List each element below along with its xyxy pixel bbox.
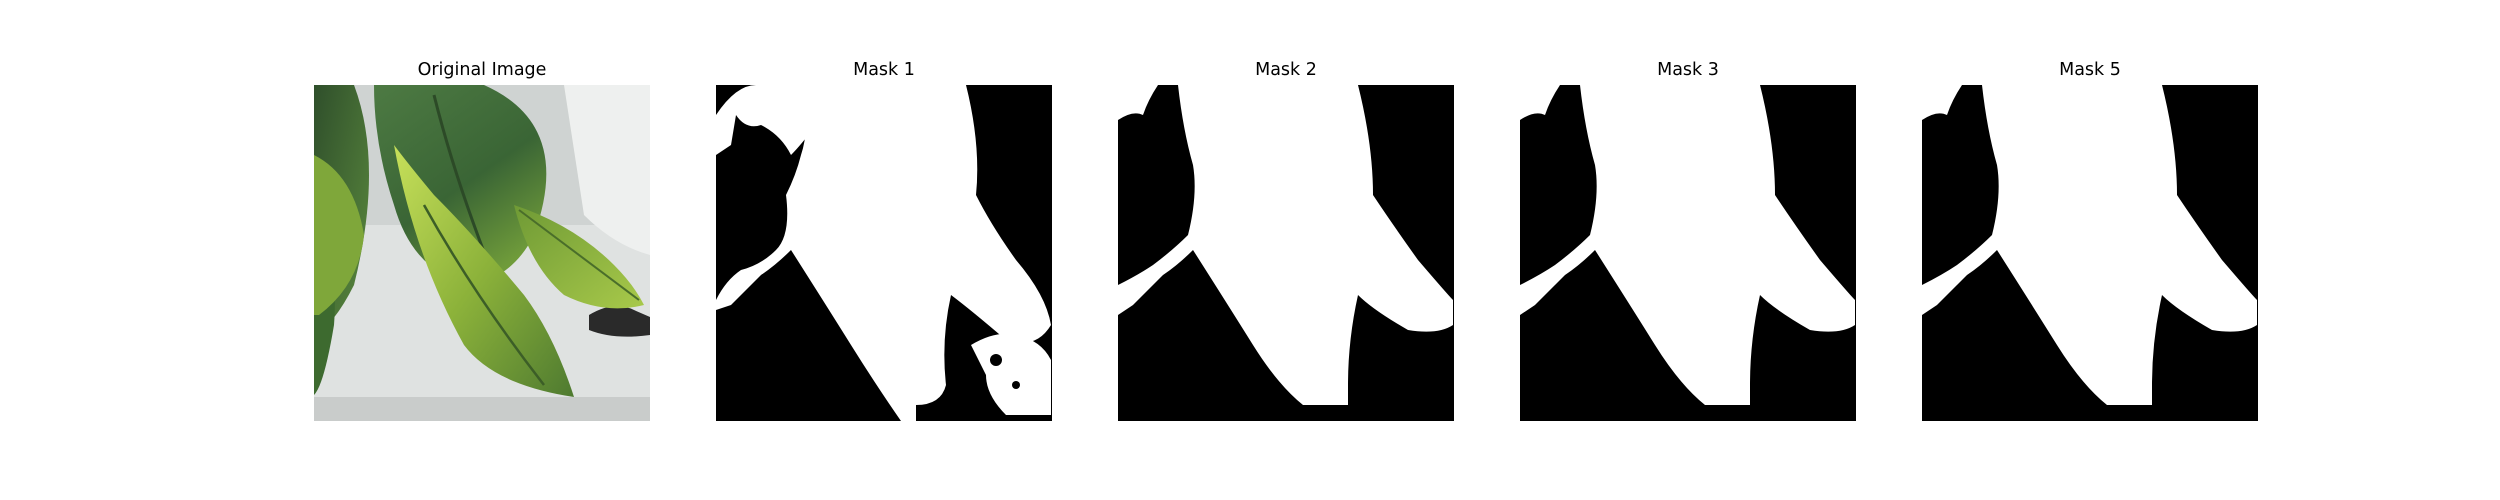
original-photo: [314, 85, 650, 421]
mask-image: [1922, 85, 2258, 421]
mask-panel-2: Mask 2: [1118, 0, 1454, 500]
panel-title: Mask 3: [1657, 60, 1719, 80]
mask-image: [1118, 85, 1454, 421]
panel-title: Mask 1: [853, 60, 915, 80]
panel-title: Original Image: [417, 60, 547, 80]
mask-panel-5: Mask 5: [1922, 0, 2258, 500]
mask-image: [716, 85, 1052, 421]
mask-panel-1: Mask 1: [716, 0, 1052, 500]
mask-image: [1520, 85, 1856, 421]
panel-title: Mask 2: [1255, 60, 1317, 80]
original-image-panel: Original Image: [314, 0, 650, 500]
mask-panel-3: Mask 3: [1520, 0, 1856, 500]
panel-title: Mask 5: [2059, 60, 2121, 80]
